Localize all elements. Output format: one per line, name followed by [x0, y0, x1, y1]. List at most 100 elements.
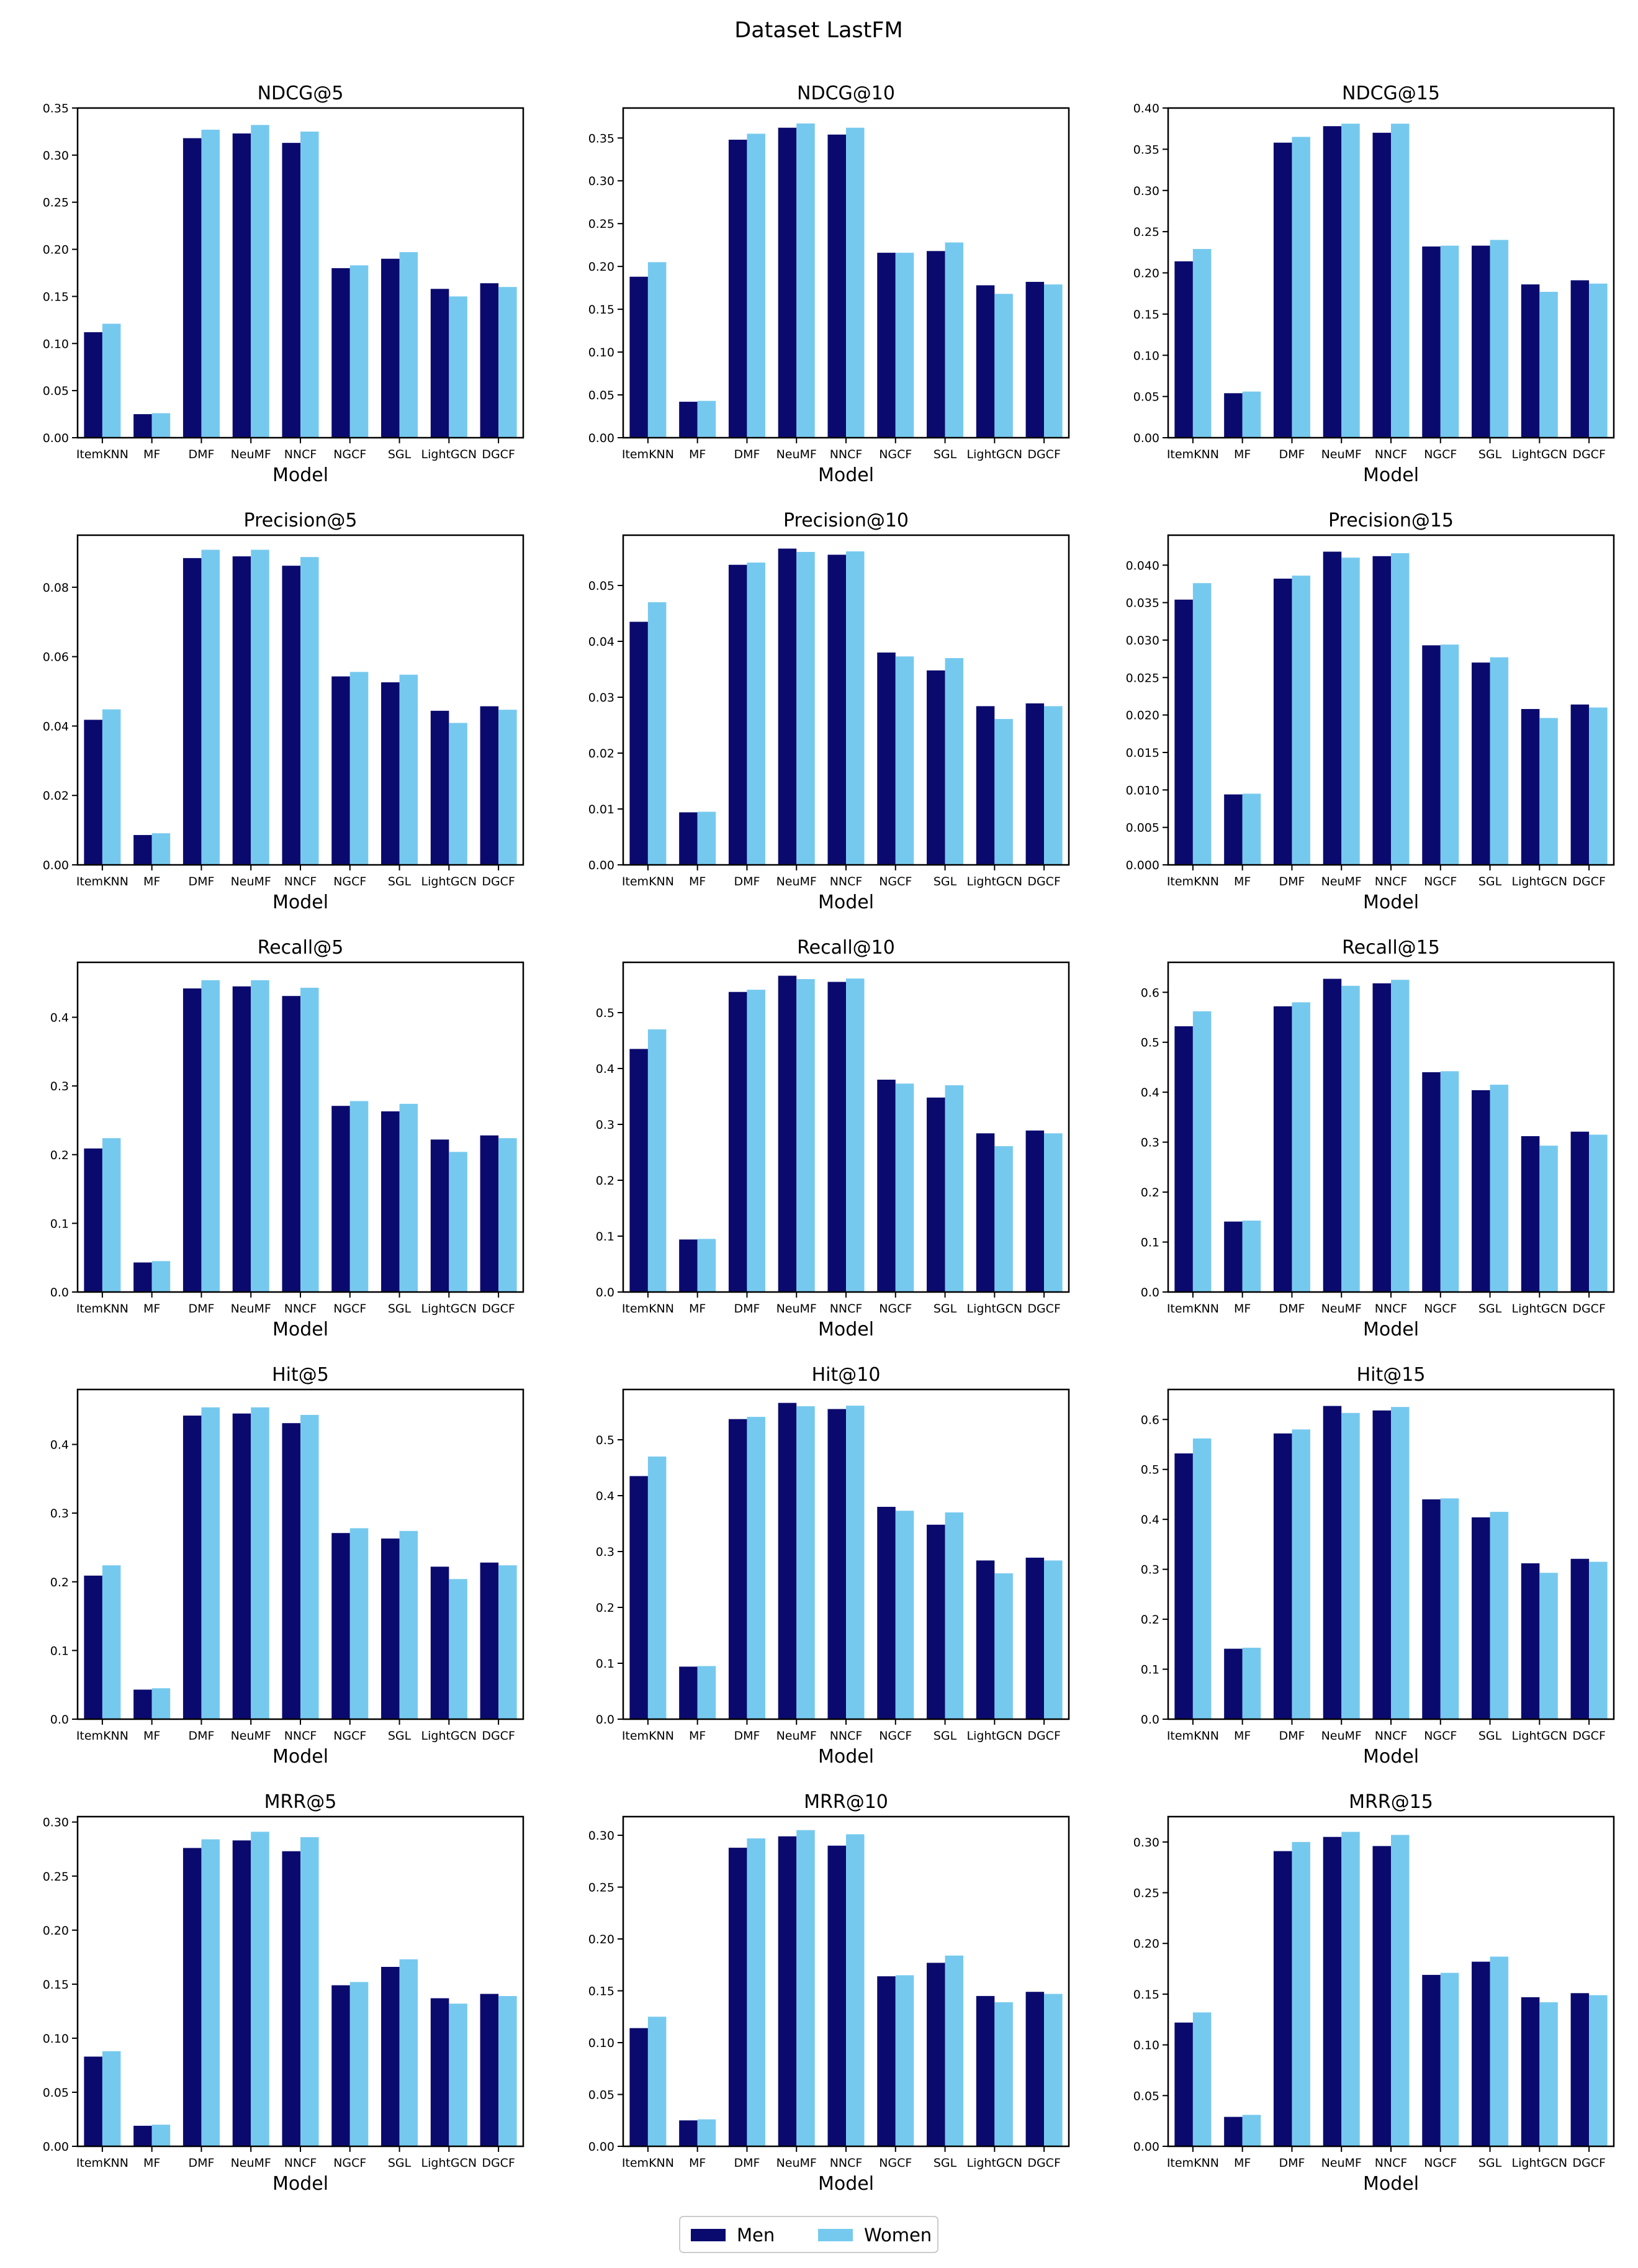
chart-ndcg-10-xtick-label-itemknn: ItemKNN [622, 448, 674, 461]
chart-precision-15-ytick-label: 0.010 [1126, 784, 1159, 797]
chart-mrr-5-bar-women-lightgcn [449, 2004, 467, 2146]
chart-recall-5-xtick-label-neumf: NeuMF [231, 1302, 271, 1316]
chart-recall-5-bar-women-itemknn [102, 1138, 121, 1292]
chart-hit-5-bar-women-itemknn [102, 1565, 121, 1719]
chart-precision-5-bar-women-sgl [399, 674, 418, 865]
chart-mrr-5-bar-women-mf [151, 2125, 171, 2146]
chart-hit-5-ytick-label: 0.1 [50, 1644, 69, 1658]
chart-hit-15-bar-women-dmf [1292, 1429, 1310, 1719]
chart-recall-15-ytick-label: 0.4 [1141, 1086, 1159, 1100]
chart-mrr-15-ytick-label: 0.30 [1133, 1836, 1159, 1850]
chart-mrr-5-ytick-label: 0.20 [43, 1924, 69, 1938]
chart-ndcg-15-bar-women-dmf [1292, 137, 1310, 438]
chart-mrr-15-bar-women-neumf [1341, 1832, 1360, 2146]
chart-ndcg-5-xtick-label-ngcf: NGCF [333, 448, 366, 461]
chart-ndcg-10-xlabel: Model [818, 464, 874, 486]
chart-recall-15-bar-women-mf [1242, 1220, 1261, 1292]
chart-recall-15-bar-men-dmf [1273, 1006, 1292, 1292]
chart-hit-5-ytick-label: 0.0 [50, 1713, 69, 1727]
chart-precision-5-bar-women-itemknn [102, 709, 121, 865]
chart-mrr-10-ytick-label: 0.10 [588, 2036, 614, 2050]
chart-hit-15-ytick-label: 0.5 [1141, 1463, 1159, 1477]
chart-mrr-15-xtick-label-mf: MF [1234, 2156, 1251, 2170]
chart-precision-5-bar-women-mf [151, 833, 171, 865]
chart-ndcg-10-xtick-label-nncf: NNCF [830, 448, 863, 461]
chart-ndcg-10-bar-men-lightgcn [976, 285, 995, 438]
chart-mrr-15-bar-men-itemknn [1174, 2022, 1193, 2146]
chart-ndcg-15: NDCG@15 0.00 0.05 0.10 0.15 0.20 0.25 0.30 0.35 0… [1133, 83, 1615, 486]
chart-hit-15: Hit@15 0.0 0.1 0.2 0.3 0.4 0.5 0.6 ItemKNN MF DMF N… [1141, 1364, 1615, 1768]
chart-precision-15-bar-women-nncf [1391, 553, 1410, 865]
chart-recall-10-bar-men-neumf [778, 975, 797, 1292]
chart-precision-5-ytick-label: 0.06 [43, 651, 69, 664]
chart-hit-5-xtick-label-sgl: SGL [388, 1729, 412, 1743]
chart-mrr-5: MRR@5 0.00 0.05 0.10 0.15 0.20 0.25 0.30 ItemKNN… [43, 1791, 524, 2195]
chart-ndcg-15-ytick-label: 0.30 [1133, 184, 1159, 198]
chart-recall-10-ytick-label: 0.4 [596, 1062, 614, 1076]
chart-mrr-15-ytick-label: 0.00 [1133, 2140, 1159, 2154]
chart-precision-15-bar-men-lightgcn [1521, 708, 1540, 865]
chart-ndcg-15-bar-women-dgcf [1589, 283, 1608, 438]
chart-ndcg-15-bar-men-nncf [1372, 132, 1391, 438]
chart-precision-15-bar-men-mf [1224, 794, 1243, 865]
chart-mrr-15-bar-men-sgl [1472, 1961, 1490, 2146]
chart-precision-10-ytick-label: 0.00 [588, 859, 614, 872]
chart-mrr-5-ytick-label: 0.05 [43, 2086, 69, 2100]
chart-ndcg-15-title: NDCG@15 [1342, 83, 1440, 104]
chart-precision-10-bar-men-nncf [827, 554, 846, 865]
chart-ndcg-5-bar-women-nncf [300, 131, 319, 438]
chart-precision-5-bar-men-nncf [282, 566, 300, 865]
chart-recall-15-bar-men-mf [1224, 1221, 1243, 1292]
chart-ndcg-10-ytick-label: 0.00 [588, 431, 614, 445]
chart-recall-10-xtick-label-dgcf: DGCF [1027, 1302, 1061, 1316]
chart-mrr-5-bar-women-neumf [251, 1832, 269, 2146]
chart-hit-15-bar-men-sgl [1472, 1517, 1490, 1719]
chart-recall-10-bar-women-nncf [846, 978, 865, 1292]
chart-recall-5-bar-men-ngcf [331, 1106, 350, 1292]
chart-precision-15-bar-women-mf [1242, 793, 1261, 865]
chart-mrr-10-ytick-label: 0.30 [588, 1829, 614, 1843]
chart-mrr-15-xtick-label-lightgcn: LightGCN [1512, 2156, 1568, 2170]
chart-mrr-10-bar-men-sgl [927, 1963, 945, 2146]
chart-hit-15-xtick-label-ngcf: NGCF [1424, 1729, 1457, 1743]
chart-hit-5-bar-men-nncf [282, 1423, 300, 1719]
chart-precision-5-ytick-label: 0.00 [43, 859, 69, 872]
chart-precision-10-bar-men-dmf [728, 564, 747, 865]
chart-precision-5-xtick-label-itemknn: ItemKNN [76, 875, 128, 888]
chart-mrr-10-xtick-label-ngcf: NGCF [879, 2156, 912, 2170]
chart-recall-15-bar-women-sgl [1490, 1085, 1509, 1292]
chart-ndcg-10-bar-women-mf [697, 400, 716, 438]
chart-ndcg-5-bar-women-ngcf [349, 265, 369, 438]
chart-mrr-10-bar-men-dgcf [1025, 1992, 1045, 2146]
chart-recall-10-bar-women-dgcf [1044, 1133, 1063, 1292]
chart-mrr-15-bar-women-lightgcn [1539, 2002, 1558, 2146]
chart-ndcg-10-xtick-label-sgl: SGL [934, 448, 957, 461]
chart-ndcg-5-bar-women-lightgcn [449, 296, 467, 438]
chart-hit-5-bar-women-mf [151, 1688, 171, 1719]
chart-recall-10-xtick-label-itemknn: ItemKNN [622, 1302, 674, 1316]
chart-hit-15-bar-women-dgcf [1589, 1561, 1608, 1719]
chart-hit-15-xlabel: Model [1363, 1746, 1419, 1768]
chart-recall-5-xtick-label-mf: MF [143, 1302, 160, 1316]
chart-hit-10-bar-men-nncf [827, 1409, 846, 1719]
chart-hit-5-xlabel: Model [272, 1746, 328, 1768]
chart-hit-5-xtick-label-dmf: DMF [188, 1729, 214, 1743]
chart-mrr-5-title: MRR@5 [264, 1791, 337, 1813]
chart-recall-10-xtick-label-nncf: NNCF [830, 1302, 863, 1316]
chart-ndcg-10-bar-women-neumf [796, 123, 815, 438]
chart-mrr-5-bar-men-itemknn [84, 2056, 102, 2146]
chart-ndcg-5-bar-women-mf [151, 413, 171, 438]
chart-precision-5-bar-women-neumf [251, 549, 269, 865]
chart-recall-15-xtick-label-neumf: NeuMF [1321, 1302, 1362, 1316]
chart-precision-5-bar-men-dgcf [480, 706, 499, 865]
chart-recall-15-xtick-label-dgcf: DGCF [1572, 1302, 1606, 1316]
chart-ndcg-5-bar-men-ngcf [331, 268, 350, 438]
chart-mrr-15-xtick-label-neumf: NeuMF [1321, 2156, 1362, 2170]
chart-hit-10-ytick-label: 0.1 [596, 1657, 614, 1671]
chart-recall-10-bar-women-mf [697, 1239, 716, 1292]
chart-precision-10-bar-men-dgcf [1025, 703, 1045, 865]
chart-precision-10-bar-women-lightgcn [994, 719, 1013, 865]
legend-label-women: Women [864, 2225, 932, 2246]
chart-recall-15: Recall@15 0.0 0.1 0.2 0.3 0.4 0.5 0.6 ItemKNN MF D… [1141, 937, 1615, 1340]
chart-hit-5-bar-men-neumf [232, 1413, 251, 1719]
